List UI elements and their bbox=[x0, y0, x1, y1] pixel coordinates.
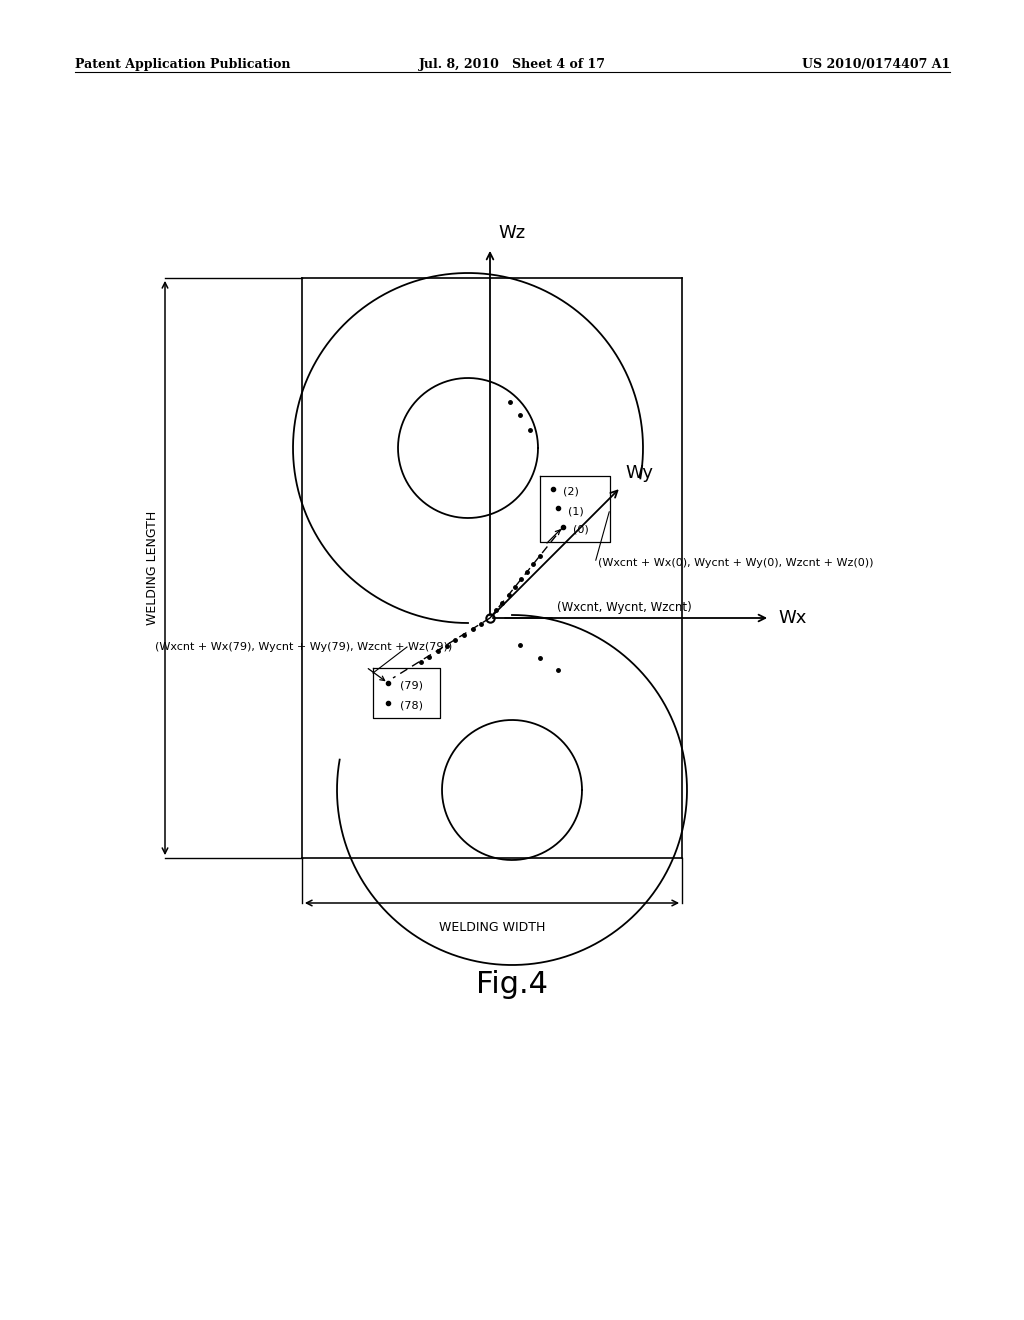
Text: (Wxcnt + Wx(0), Wycnt + Wy(0), Wzcnt + Wz(0)): (Wxcnt + Wx(0), Wycnt + Wy(0), Wzcnt + W… bbox=[598, 558, 873, 568]
Text: WELDING LENGTH: WELDING LENGTH bbox=[146, 511, 160, 626]
Text: (0): (0) bbox=[573, 525, 589, 535]
Text: (79): (79) bbox=[400, 681, 423, 690]
Text: WELDING WIDTH: WELDING WIDTH bbox=[439, 921, 545, 935]
Text: (1): (1) bbox=[568, 506, 584, 516]
Text: Fig.4: Fig.4 bbox=[476, 970, 548, 999]
Text: Wx: Wx bbox=[778, 609, 806, 627]
Text: (78): (78) bbox=[400, 701, 423, 711]
Text: Patent Application Publication: Patent Application Publication bbox=[75, 58, 291, 71]
Text: (2): (2) bbox=[563, 487, 579, 498]
Text: US 2010/0174407 A1: US 2010/0174407 A1 bbox=[802, 58, 950, 71]
Text: Wz: Wz bbox=[498, 224, 525, 242]
Text: (Wxcnt + Wx(79), Wycnt + Wy(79), Wzcnt + Wz(79)): (Wxcnt + Wx(79), Wycnt + Wy(79), Wzcnt +… bbox=[155, 642, 453, 652]
Text: Jul. 8, 2010   Sheet 4 of 17: Jul. 8, 2010 Sheet 4 of 17 bbox=[419, 58, 605, 71]
Text: Wy: Wy bbox=[626, 465, 653, 482]
Text: (Wxcnt, Wycnt, Wzcnt): (Wxcnt, Wycnt, Wzcnt) bbox=[557, 601, 692, 614]
